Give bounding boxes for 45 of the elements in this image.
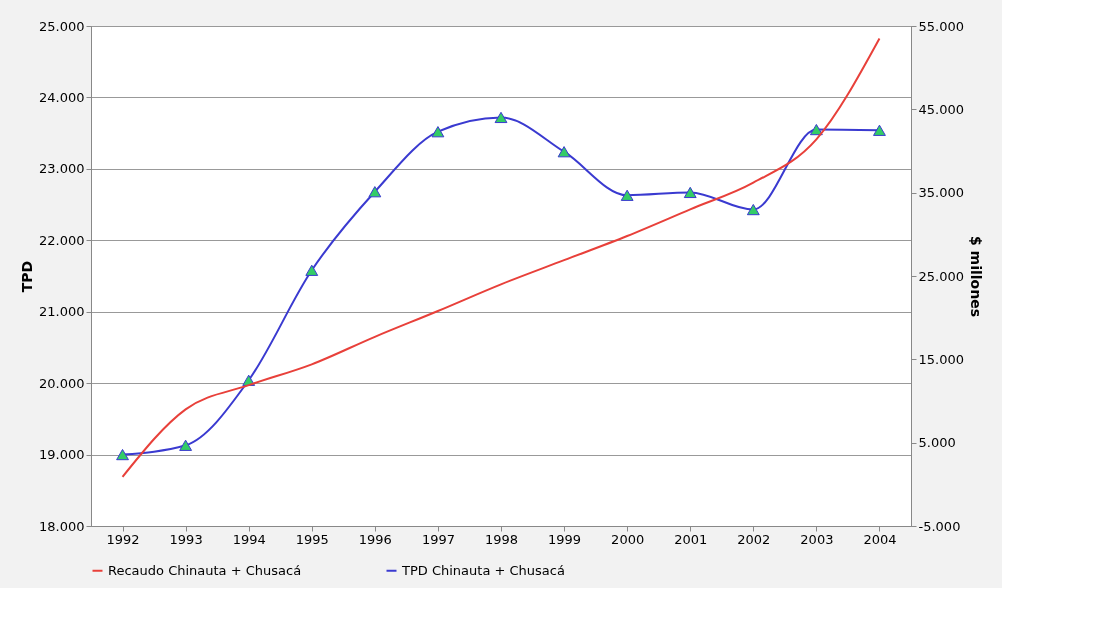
y2-tick-label: -5.000 <box>918 518 961 534</box>
y2-tick-label: 45.000 <box>918 101 964 117</box>
point <box>305 264 319 276</box>
point <box>809 123 823 136</box>
y2-tick-label: 25.000 <box>918 268 964 284</box>
x-tick-label: 2000 <box>611 531 645 547</box>
point <box>873 124 886 136</box>
x-tick-label: 1998 <box>484 531 519 547</box>
point <box>620 189 634 201</box>
x-tick-label: 1995 <box>295 531 329 547</box>
x-tick-label: 2004 <box>863 531 897 547</box>
point <box>431 126 445 138</box>
x-tick-label: 2001 <box>674 531 708 547</box>
x-tick-label: 1996 <box>358 531 392 547</box>
y2-tick-label: 55.000 <box>918 18 964 34</box>
y2-tick-label: 15.000 <box>918 351 964 367</box>
x-tick-label: 1997 <box>421 531 455 547</box>
point <box>557 146 571 158</box>
y-tick-label: 18.000 <box>39 518 85 534</box>
line-series <box>121 37 881 478</box>
y-tick-label: 24.000 <box>39 89 85 105</box>
y-axis-title: TPD <box>19 260 36 293</box>
y2-tick-label: 5.000 <box>918 435 956 451</box>
y-tick-label: 21.000 <box>39 304 85 320</box>
y-tick-label: 23.000 <box>39 161 85 177</box>
point <box>368 186 382 198</box>
x-tick-label: 1994 <box>232 531 266 547</box>
y-tick-label: 22.000 <box>39 232 85 248</box>
point <box>494 111 508 124</box>
point <box>683 186 697 199</box>
y-tick-label: 19.000 <box>39 447 85 463</box>
y-tick-label: 25.000 <box>39 18 85 34</box>
point <box>179 439 193 451</box>
legend-label: Recaudo Chinauta + Chusacá <box>108 562 302 578</box>
x-tick-label: 1999 <box>548 531 582 547</box>
point <box>116 448 129 461</box>
x-tick-label: 1993 <box>169 531 203 547</box>
x-tick-label: 2002 <box>737 531 771 547</box>
x-tick-label: 2003 <box>800 531 834 547</box>
y2-tick-label: 35.000 <box>918 185 964 201</box>
legend-label: TPD Chinauta + Chusacá <box>401 562 565 578</box>
y-tick-label: 20.000 <box>39 375 85 391</box>
point <box>746 203 760 216</box>
y2-axis-title: $ millones <box>967 235 984 318</box>
x-tick-label: 1992 <box>106 531 140 547</box>
